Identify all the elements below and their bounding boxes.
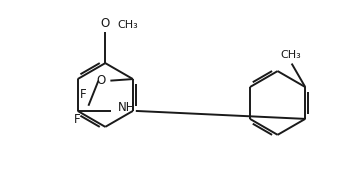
Text: CH₃: CH₃ bbox=[117, 20, 138, 30]
Text: CH₃: CH₃ bbox=[281, 50, 301, 60]
Text: F: F bbox=[80, 88, 87, 101]
Text: NH: NH bbox=[118, 101, 135, 114]
Text: F: F bbox=[74, 113, 81, 126]
Text: O: O bbox=[96, 74, 105, 87]
Text: O: O bbox=[101, 17, 110, 30]
